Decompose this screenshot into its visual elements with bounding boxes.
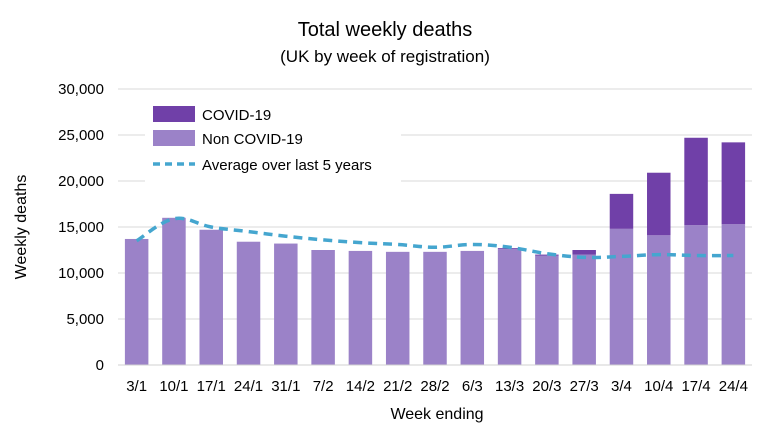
bar-non-covid [721, 224, 746, 365]
x-tick-label: 21/2 [383, 378, 412, 395]
x-axis-ticks: 3/1 10/1 17/1 24/1 31/1 7/2 14/2 21/2 28/2 6/3 13/… [126, 378, 748, 395]
bar-non-covid [311, 250, 335, 365]
legend-label-average: Average over last 5 years [202, 157, 372, 174]
bar-non-covid [385, 251, 410, 365]
chart-title: Total weekly deaths [298, 19, 473, 41]
bar-covid [721, 142, 746, 225]
bar-covid [572, 250, 596, 255]
bar-non-covid [199, 229, 223, 365]
bar-non-covid [572, 254, 596, 365]
legend: COVID-19 Non COVID-19 Average over last … [145, 102, 401, 182]
bar-covid [535, 254, 559, 256]
x-tick-label: 28/2 [420, 378, 449, 395]
bar-non-covid [274, 243, 298, 365]
bar-non-covid [348, 250, 373, 365]
y-tick-label: 15,000 [58, 219, 104, 236]
x-tick-label: 27/3 [570, 378, 599, 395]
legend-label-covid: COVID-19 [202, 107, 271, 124]
x-tick-label: 20/3 [532, 378, 561, 395]
bar-covid [647, 172, 671, 236]
y-tick-label: 0 [96, 357, 104, 374]
average-line-path [135, 216, 734, 260]
legend-swatch-covid [153, 106, 195, 122]
bar-non-covid [423, 251, 447, 365]
bars [124, 137, 746, 365]
bar-covid [684, 137, 708, 226]
x-tick-label: 14/2 [346, 378, 375, 395]
y-tick-label: 30,000 [58, 81, 104, 98]
bar-non-covid [124, 238, 149, 365]
x-tick-label: 7/2 [313, 378, 334, 395]
x-tick-label: 3/4 [611, 378, 632, 395]
bar-non-covid [460, 250, 485, 365]
x-tick-label: 10/1 [159, 378, 188, 395]
y-tick-label: 5,000 [66, 311, 104, 328]
average-line [135, 216, 734, 260]
bar-non-covid [647, 235, 671, 365]
y-tick-label: 10,000 [58, 265, 104, 282]
x-tick-label: 3/1 [126, 378, 147, 395]
y-tick-label: 25,000 [58, 127, 104, 144]
y-axis-label: Weekly deaths [13, 175, 30, 280]
bar-non-covid [162, 217, 186, 365]
bar-non-covid [236, 241, 261, 365]
bar-covid [609, 193, 634, 229]
y-tick-label: 20,000 [58, 173, 104, 190]
x-tick-label: 17/1 [197, 378, 226, 395]
x-tick-label: 17/4 [681, 378, 710, 395]
x-tick-label: 31/1 [271, 378, 300, 395]
x-axis-label: Week ending [390, 406, 483, 423]
legend-label-non-covid: Non COVID-19 [202, 131, 303, 148]
x-tick-label: 10/4 [644, 378, 673, 395]
x-tick-label: 6/3 [462, 378, 483, 395]
bar-non-covid [497, 249, 522, 365]
bar-non-covid [684, 225, 708, 365]
x-tick-label: 24/1 [234, 378, 263, 395]
legend-swatch-non-covid [153, 130, 195, 146]
x-tick-label: 24/4 [719, 378, 748, 395]
x-tick-label: 13/3 [495, 378, 524, 395]
chart-subtitle: (UK by week of registration) [280, 47, 490, 66]
bar-non-covid [535, 255, 559, 365]
bar-non-covid [609, 228, 634, 365]
y-axis-ticks: 0 5,000 10,000 15,000 20,000 25,000 30,000 [58, 81, 104, 374]
